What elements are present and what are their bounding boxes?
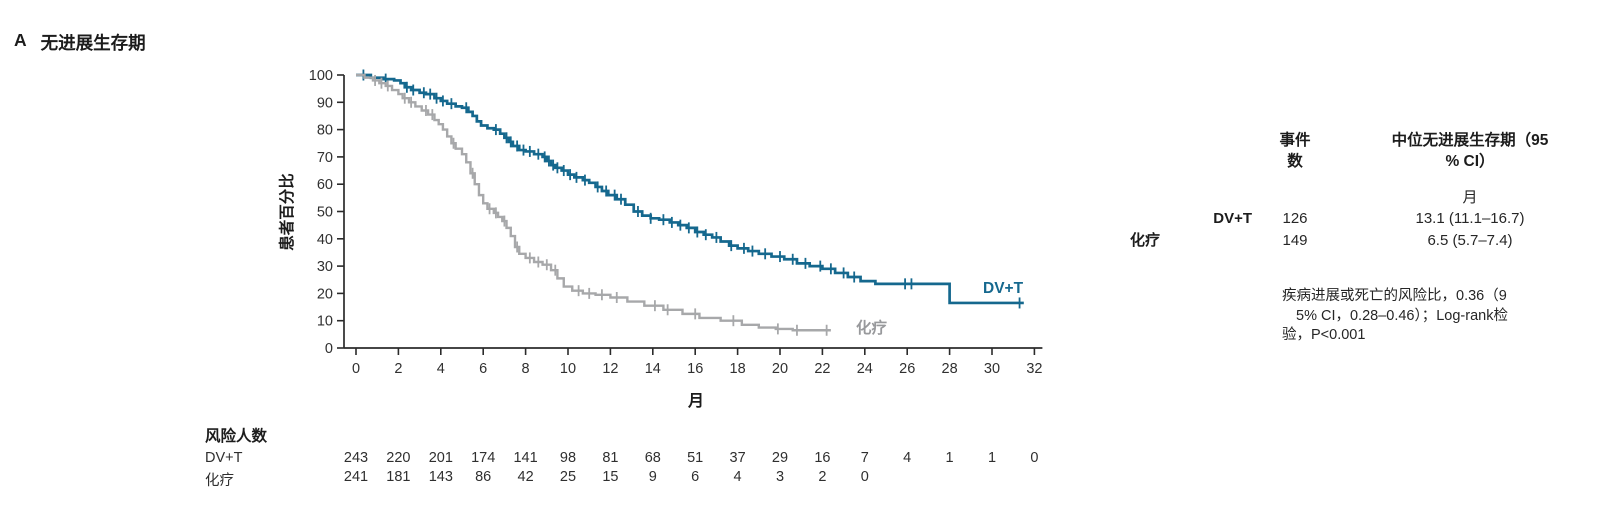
x-tick-label: 32 [1026,361,1042,377]
y-tick-label: 50 [317,205,333,221]
risk-count: 42 [517,469,534,485]
risk-count: 6 [691,469,700,485]
risk-count: 98 [559,450,577,466]
risk-count: 181 [386,469,411,485]
hazard-ratio-note: 疾病进展或死亡的风险比，0.36（9 5% CI，0.28–0.46）；Log-… [1282,288,1508,343]
x-tick-label: 14 [645,361,661,377]
risk-count: 201 [428,450,453,466]
curve-label-dvt: DV+T [983,280,1024,297]
risk-count: 220 [386,450,411,466]
x-tick-label: 4 [437,361,445,377]
x-tick-label: 28 [942,361,958,377]
y-tick-label: 10 [317,314,333,330]
risk-count: 9 [648,469,657,485]
stats-row-label-dvt: DV+T [1213,210,1252,227]
y-tick-label: 100 [309,68,333,84]
stats-events-dvt: 126 [1282,210,1308,227]
panel-letter: A [14,30,27,50]
risk-count: 2 [818,469,827,485]
risk-count: 16 [814,450,831,466]
risk-row-label-dvt: DV+T [205,450,243,466]
risk-count: 143 [428,469,453,485]
risk-count: 25 [559,469,577,485]
x-tick-label: 0 [352,361,360,377]
x-tick-label: 20 [772,361,788,377]
x-tick-label: 12 [602,361,618,377]
x-tick-label: 16 [687,361,703,377]
events-header: 事件 数 [1279,132,1311,170]
x-tick-label: 26 [899,361,915,377]
y-axis-title: 患者百分比 [279,173,296,251]
risk-count: 241 [343,469,369,485]
risk-count: 86 [475,469,492,485]
x-tick-label: 8 [522,361,530,377]
stats-median-dvt: 13.1 (11.1–16.7) [1415,210,1525,227]
y-tick-label: 20 [317,286,333,302]
risk-count: 0 [860,469,869,485]
risk-count: 29 [771,450,789,466]
risk-count: 37 [729,450,746,466]
stats-table: 事件 数 中位无进展生存期（95 % CI） 月 DV+T 126 13.1 (… [1130,130,1602,252]
y-tick-label: 40 [317,232,333,248]
median-header: 中位无进展生存期（95 % CI） [1391,132,1549,170]
risk-count: 51 [687,450,704,466]
y-tick-label: 70 [317,150,333,166]
x-axis-title: 月 [687,393,705,410]
median-unit: 月 [1462,189,1478,206]
y-tick-label: 90 [317,95,333,111]
y-tick-label: 0 [325,341,333,357]
x-tick-label: 2 [394,361,402,377]
x-tick-label: 6 [479,361,487,377]
y-tick-label: 80 [317,123,333,139]
x-tick-label: 18 [730,361,746,377]
stats-row-label-chemo: 化疗 [1130,232,1161,249]
risk-count: 4 [733,469,742,485]
risk-count: 15 [602,469,619,485]
risk-count: 0 [1030,450,1039,466]
y-tick-label: 30 [317,259,333,275]
curve-label-chemo: 化疗 [856,320,888,337]
risk-count: 141 [513,450,538,466]
risk-count: 243 [343,450,369,466]
risk-count: 1 [945,450,954,466]
stats-median-chemo: 6.5 (5.7–7.4) [1427,232,1513,249]
risk-count: 1 [987,450,997,466]
panel-title-text: 无进展生存期 [40,33,146,53]
panel-title: A 无进展生存期 [14,30,146,55]
risk-count: 3 [775,469,785,485]
km-curve-dvt [356,73,1024,305]
risk-count: 4 [903,450,912,466]
risk-row-label-chemo: 化疗 [205,473,234,489]
risk-count: 81 [602,450,619,466]
risk-table-title: 风险人数 [205,428,268,445]
stats-events-chemo: 149 [1282,232,1308,249]
x-tick-label: 24 [857,361,873,377]
x-tick-label: 30 [984,361,1000,377]
km-curve-chemo [356,73,831,332]
y-tick-label: 60 [317,177,333,193]
risk-count: 7 [860,450,869,466]
risk-count: 174 [471,450,496,466]
x-tick-label: 22 [814,361,830,377]
risk-count: 68 [644,450,661,466]
x-tick-label: 10 [560,361,576,377]
